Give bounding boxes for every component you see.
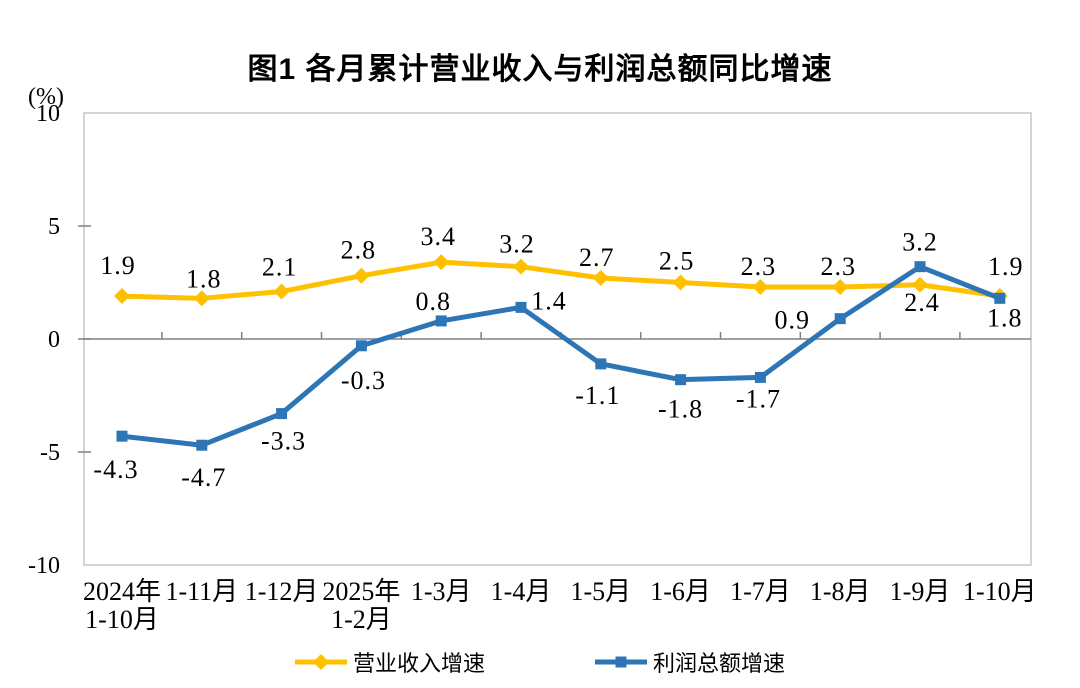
data-point-label: -1.1 — [575, 381, 620, 410]
data-point-label: 3.2 — [902, 228, 938, 257]
x-axis-tick-label: 1-2月 — [331, 605, 392, 634]
y-axis-tick-label: 5 — [48, 214, 60, 240]
data-point-label: 2.3 — [820, 252, 856, 281]
x-axis-tick-label: 1-10月 — [85, 605, 159, 634]
data-point-label: -4.7 — [181, 463, 226, 492]
revenue-data-point-marker — [912, 276, 928, 293]
data-point-label: 2.7 — [579, 243, 615, 272]
data-point-label: 3.2 — [499, 230, 535, 259]
revenue-data-point-marker — [273, 283, 290, 300]
x-axis-tick-label: 1-9月 — [890, 577, 951, 606]
data-point-label: -0.3 — [341, 366, 386, 395]
x-axis-tick-label: 2025年 — [322, 577, 400, 606]
profit-data-point-marker — [994, 292, 1006, 304]
y-axis-tick-label: 0 — [48, 327, 60, 353]
revenue-data-point-marker — [672, 274, 689, 291]
x-axis-tick-label: 1-3月 — [411, 577, 472, 606]
legend-square-marker-icon — [615, 656, 627, 668]
data-point-label: -3.3 — [261, 427, 306, 456]
data-point-label: 1.9 — [100, 251, 136, 280]
revenue-series-line — [119, 259, 1003, 301]
profit-data-point-marker — [675, 374, 687, 386]
x-axis-tick-label: 1-12月 — [245, 577, 319, 606]
x-axis-tick-label: 1-6月 — [650, 577, 711, 606]
data-point-label: 0.8 — [415, 287, 451, 316]
y-axis-tick-label: 10 — [36, 101, 60, 127]
revenue-data-point-marker — [114, 288, 130, 305]
data-point-label: 1.9 — [988, 252, 1024, 281]
profit-series-line — [119, 264, 1003, 448]
revenue-data-point-marker — [193, 290, 210, 307]
data-point-label: 2.5 — [659, 247, 695, 276]
data-point-label: -4.3 — [93, 455, 138, 484]
profit-data-point-marker — [116, 430, 128, 442]
legend-label-profit: 利润总额增速 — [653, 651, 786, 676]
profit-data-point-marker — [276, 408, 288, 420]
x-axis-tick-label: 1-10月 — [963, 577, 1037, 606]
profit-data-point-marker — [914, 261, 926, 273]
data-point-label: 2.8 — [341, 236, 377, 265]
x-axis-tick-label: 1-11月 — [165, 577, 238, 606]
data-point-label: 1.4 — [531, 286, 567, 315]
profit-series-legend-marker-icon — [595, 656, 647, 668]
chart-legend: 营业收入增速 利润总额增速 — [0, 644, 1080, 680]
profit-data-point-marker — [196, 439, 208, 451]
profit-data-point-marker — [834, 313, 846, 325]
profit-data-point-marker — [435, 315, 447, 327]
x-axis-tick-label: 1-7月 — [730, 577, 791, 606]
data-point-label: 1.8 — [987, 303, 1023, 332]
y-axis-tick-label: -10 — [28, 553, 60, 579]
profit-data-point-marker — [595, 358, 607, 370]
profit-data-point-marker — [515, 301, 527, 313]
data-point-label: -1.7 — [736, 384, 781, 413]
data-point-label: 2.4 — [904, 288, 940, 317]
chart-title: 图1 各月累计营业收入与利润总额同比增速 — [247, 53, 833, 86]
revenue-data-point-marker — [752, 279, 769, 296]
x-axis-tick-label: 1-8月 — [810, 577, 871, 606]
data-point-label: 1.8 — [186, 264, 222, 293]
revenue-data-point-marker — [832, 279, 849, 296]
y-axis-tick-label: -5 — [40, 440, 60, 466]
revenue-series-legend-marker-icon — [294, 654, 347, 670]
data-point-label: 2.1 — [262, 253, 298, 282]
revenue-data-point-marker — [353, 267, 370, 284]
profit-data-point-marker — [355, 340, 367, 352]
revenue-data-point-marker — [513, 258, 529, 275]
legend-label-revenue: 营业收入增速 — [352, 651, 485, 676]
y-axis-unit-label: (%) — [28, 84, 64, 110]
revenue-data-point-marker — [592, 269, 609, 286]
data-point-label: 0.9 — [774, 306, 810, 335]
profit-data-point-marker — [754, 371, 766, 383]
revenue-data-point-marker — [433, 254, 450, 271]
legend-diamond-marker-icon — [312, 654, 329, 670]
x-axis-tick-label: 1-4月 — [491, 577, 552, 606]
data-point-label: 2.3 — [741, 252, 777, 281]
legend-item-profit: 利润总额增速 — [595, 646, 785, 678]
data-point-label: 3.4 — [420, 222, 456, 251]
data-point-label: -1.8 — [658, 395, 703, 424]
legend-item-revenue: 营业收入增速 — [294, 646, 485, 678]
x-axis-tick-label: 1-5月 — [570, 577, 631, 606]
x-axis-tick-label: 2024年 — [83, 577, 161, 606]
